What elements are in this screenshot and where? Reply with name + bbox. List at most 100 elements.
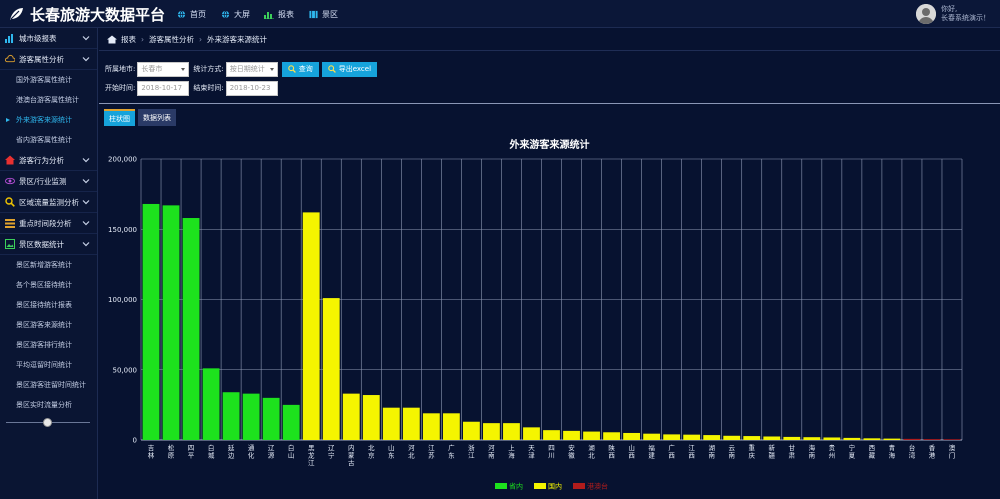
x-tick-label: 浙江 xyxy=(468,443,475,460)
chevron-down-icon xyxy=(82,200,90,205)
sidebar-group-behavior[interactable]: 游客行为分析 xyxy=(0,150,97,171)
start-date-input[interactable]: 2018-10-17 xyxy=(137,80,190,96)
user-menu[interactable]: 你好, 长春系统演示！ xyxy=(916,2,990,26)
bar-甘肃 xyxy=(783,436,801,440)
x-tick-label: 内蒙古 xyxy=(348,443,355,467)
brand[interactable]: 长春旅游大数据平台 xyxy=(8,4,165,24)
x-tick-label: 贵州 xyxy=(829,443,836,460)
x-tick-label: 山东 xyxy=(388,443,395,460)
query-button[interactable]: 查询 xyxy=(281,61,319,77)
bar-山东 xyxy=(382,407,400,440)
end-date-input[interactable]: 2018-10-23 xyxy=(225,80,278,96)
sidebar-group-label: 景区/行业监测 xyxy=(19,176,67,186)
x-tick-label: 山西 xyxy=(628,443,635,460)
bar-西藏 xyxy=(863,438,881,440)
nav-scenic-label: 景区 xyxy=(322,9,338,19)
y-tick-label: 0 xyxy=(133,437,137,445)
nav-home[interactable]: 首页 xyxy=(176,9,206,20)
chevron-down-icon xyxy=(82,221,90,226)
list-icon xyxy=(5,218,15,228)
x-tick-label: 澳门 xyxy=(949,443,956,460)
legend-swatch xyxy=(573,483,585,489)
sidebar-item-label: 景区游客排行统计 xyxy=(16,341,72,349)
sidebar-item-label: 平均逗留时间统计 xyxy=(16,361,72,369)
nav-home-label: 首页 xyxy=(190,9,206,19)
sidebar-item-hk-macao-tw[interactable]: 港澳台游客属性统计 xyxy=(0,90,97,110)
sidebar-item-label: 国外游客属性统计 xyxy=(16,76,72,84)
x-tick-label: 黑龙江 xyxy=(308,444,315,467)
sidebar-group-scenic-stats[interactable]: 景区数据统计 xyxy=(0,234,97,255)
method-select-value: 按日期统计 xyxy=(229,65,265,73)
chart-title: 外来游客来源统计 xyxy=(509,140,590,151)
nav-scenic[interactable]: 景区 xyxy=(308,9,338,20)
legend-label: 国内 xyxy=(548,482,562,491)
sidebar-item-scenic-new[interactable]: 景区新增游客统计 xyxy=(0,255,97,275)
breadcrumb: 报表 › 游客属性分析 › 外来游客来源统计 xyxy=(107,32,267,46)
sidebar-item-avg-stay[interactable]: 平均逗留时间统计 xyxy=(0,355,97,375)
bar-四平 xyxy=(182,218,200,440)
city-select[interactable]: 长春市 xyxy=(137,61,190,77)
breadcrumb-item[interactable]: 报表 xyxy=(121,34,136,44)
x-tick-label: 四平 xyxy=(188,444,195,460)
sidebar-item-scenic-report[interactable]: 景区接待统计报表 xyxy=(0,295,97,315)
bar-陕西 xyxy=(603,432,620,440)
sidebar-item-realtime-flow[interactable]: 景区实时流量分析 xyxy=(0,395,97,415)
slider-knob[interactable] xyxy=(43,418,52,427)
x-tick-label: 湖北 xyxy=(588,443,595,460)
sidebar-group-monitor[interactable]: 景区/行业监测 xyxy=(0,171,97,192)
legend-swatch xyxy=(495,483,507,489)
query-button-label: 查询 xyxy=(298,65,313,73)
y-tick-label: 200,000 xyxy=(108,156,137,164)
bar-新疆 xyxy=(763,436,781,440)
x-tick-label: 江苏 xyxy=(428,444,435,460)
map-icon xyxy=(308,9,318,19)
x-tick-label: 辽宁 xyxy=(328,444,335,460)
export-button[interactable]: 导出excel xyxy=(321,61,378,77)
top-bar: 长春旅游大数据平台 首页 大屏 报表 景区 你好, 长春系统演示！ xyxy=(0,0,1000,28)
nav-report[interactable]: 报表 xyxy=(264,9,294,20)
sidebar-collapse-slider[interactable] xyxy=(6,418,90,428)
x-tick-label: 北京 xyxy=(368,444,375,460)
method-select[interactable]: 按日期统计 xyxy=(225,61,278,77)
search-icon xyxy=(287,65,296,73)
breadcrumb-item[interactable]: 游客属性分析 xyxy=(149,34,194,44)
sidebar-group-tourist-attr[interactable]: 游客属性分析 xyxy=(0,49,97,70)
breadcrumb-separator: › xyxy=(199,34,202,44)
tab-bar-chart[interactable]: 柱状图 xyxy=(104,109,135,126)
sidebar-item-scenic-rank[interactable]: 景区游客排行统计 xyxy=(0,335,97,355)
sidebar-group-key-period[interactable]: 重点时间段分析 xyxy=(0,213,97,234)
sidebar-item-label: 景区接待统计报表 xyxy=(16,301,72,309)
chevron-down-icon xyxy=(82,36,90,41)
sidebar-item-label: 省内游客属性统计 xyxy=(16,136,72,144)
bar-延边 xyxy=(222,392,240,440)
x-tick-label: 上海 xyxy=(508,443,515,460)
x-tick-label: 福建 xyxy=(648,443,655,460)
sidebar-item-foreign[interactable]: 国外游客属性统计 xyxy=(0,70,97,90)
sidebar-item-scenic-reception[interactable]: 各个景区接待统计 xyxy=(0,275,97,295)
sidebar-group-city-report[interactable]: 城市级报表 xyxy=(0,28,97,49)
bar-通化 xyxy=(242,393,260,440)
sidebar-item-scenic-source[interactable]: 景区游客来源统计 xyxy=(0,315,97,335)
sidebar-item-inprovince[interactable]: 省内游客属性统计 xyxy=(0,130,97,150)
x-tick-label: 云南 xyxy=(728,444,735,460)
nav-bigscreen[interactable]: 大屏 xyxy=(220,9,250,20)
sidebar-item-outside-source[interactable]: 外来游客来源统计 xyxy=(0,110,97,130)
tab-data-list[interactable]: 数据列表 xyxy=(138,109,176,126)
sidebar-item-stay-duration[interactable]: 景区游客驻留时间统计 xyxy=(0,375,97,395)
legend-label: 港澳台 xyxy=(587,482,608,491)
bar-辽宁 xyxy=(322,298,340,440)
x-tick-label: 新疆 xyxy=(769,443,776,460)
user-greeting: 你好, xyxy=(941,5,958,13)
bar-河北 xyxy=(402,407,420,440)
x-tick-label: 西藏 xyxy=(869,444,876,460)
home-icon xyxy=(5,155,15,165)
chevron-down-icon xyxy=(82,242,90,247)
x-tick-label: 青海 xyxy=(889,443,896,460)
filter-row-2: 开始时间: 2018-10-17 结束时间: 2018-10-23 xyxy=(105,80,282,96)
export-button-label: 导出excel xyxy=(338,65,372,73)
chevron-down-icon xyxy=(82,57,90,62)
start-label: 开始时间: xyxy=(105,84,136,92)
bar-浙江 xyxy=(462,421,480,440)
sidebar-group-region-flow[interactable]: 区域流量监测分析 xyxy=(0,192,97,213)
bar-宁夏 xyxy=(843,437,861,440)
